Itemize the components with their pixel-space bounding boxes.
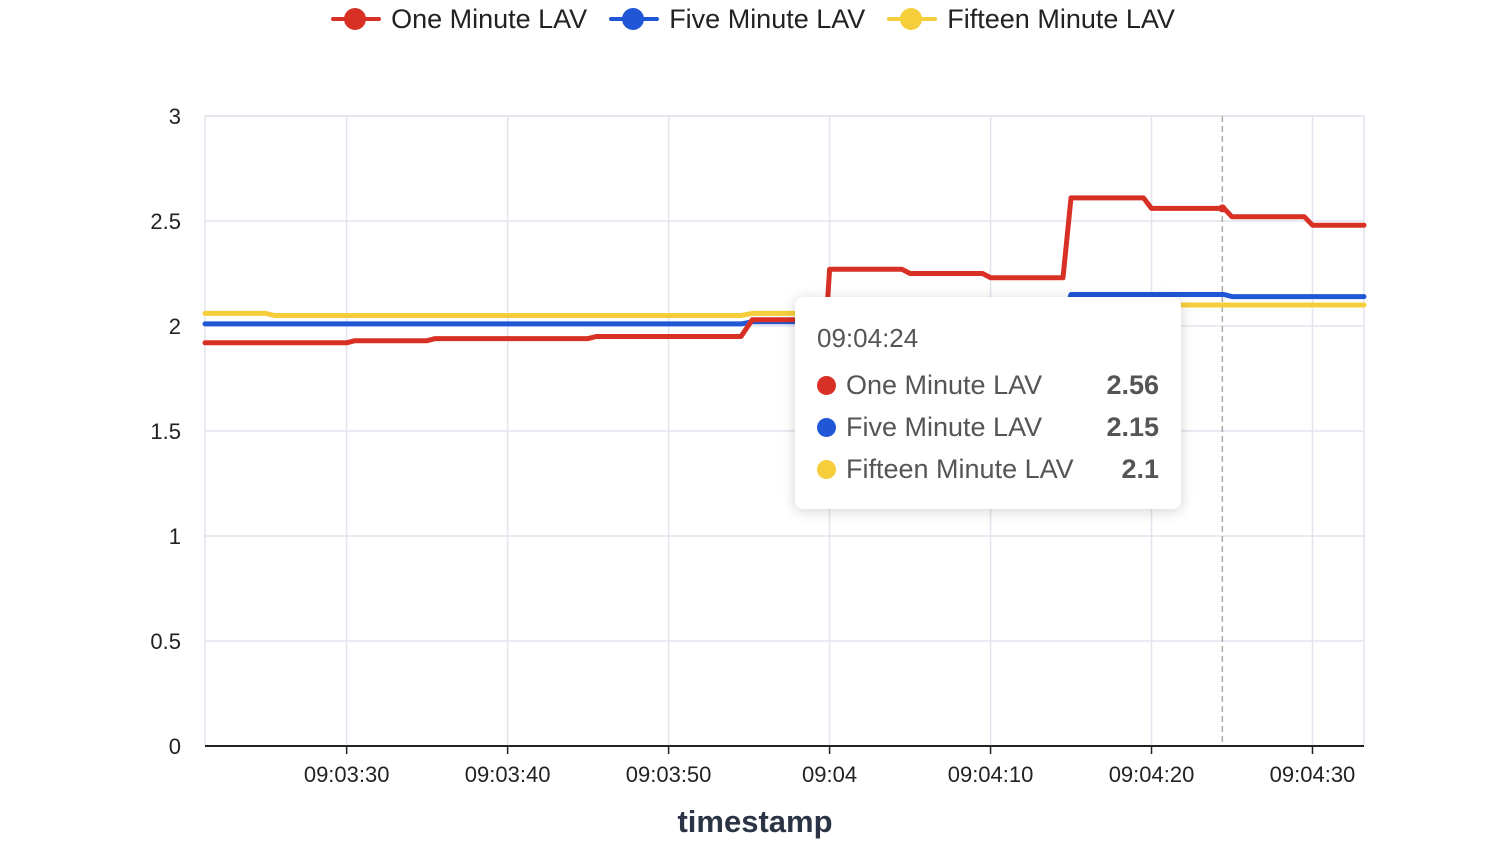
legend-label: Five Minute LAV xyxy=(669,3,866,34)
tooltip-row-five-minute: Five Minute LAV 2.15 xyxy=(817,406,1159,448)
legend-marker-icon xyxy=(609,2,660,36)
series-line-fifteen-minute-lav xyxy=(202,302,1367,318)
tooltip-series-value: 2.56 xyxy=(1106,369,1159,400)
x-tick-label: 09:03:50 xyxy=(626,762,712,787)
x-tick-label: 09:04:30 xyxy=(1270,762,1356,787)
tooltip-time: 09:04:24 xyxy=(817,323,919,353)
tooltip-series-value: 2.15 xyxy=(1106,411,1159,442)
chart-legend: One Minute LAV Five Minute LAV Fifteen M… xyxy=(0,2,1506,36)
y-tick-label: 2.5 xyxy=(150,209,181,234)
y-tick-label: 0 xyxy=(169,734,181,759)
legend-item-five-minute[interactable]: Five Minute LAV xyxy=(609,2,865,36)
legend-item-fifteen-minute[interactable]: Fifteen Minute LAV xyxy=(887,2,1175,36)
x-tick-label: 09:04 xyxy=(802,762,857,787)
tooltip-series-name: One Minute LAV xyxy=(846,369,1043,400)
y-tick-label: 3 xyxy=(169,104,181,129)
legend-marker-icon xyxy=(331,2,382,36)
x-tick-label: 09:04:20 xyxy=(1109,762,1195,787)
x-tick-label: 09:04:10 xyxy=(948,762,1034,787)
series-line-one-minute-lav xyxy=(202,195,1367,346)
x-axis-title: timestamp xyxy=(677,804,832,839)
tooltip-series-name: Fifteen Minute LAV xyxy=(846,453,1074,484)
y-tick-label: 1 xyxy=(169,524,181,549)
tooltip-series-name: Five Minute LAV xyxy=(846,411,1043,442)
series-dot-icon xyxy=(817,417,836,437)
series-dot-icon xyxy=(817,375,836,395)
legend-label: One Minute LAV xyxy=(391,3,588,34)
y-tick-label: 2 xyxy=(169,314,181,339)
hover-point xyxy=(1218,204,1227,213)
tooltip-series-value: 2.1 xyxy=(1121,453,1159,484)
chart-tooltip: 09:04:24 One Minute LAV 2.56 Five Minute… xyxy=(795,297,1181,509)
legend-label: Fifteen Minute LAV xyxy=(947,3,1175,34)
x-tick-label: 09:03:30 xyxy=(304,762,390,787)
legend-marker-icon xyxy=(887,2,938,36)
legend-item-one-minute[interactable]: One Minute LAV xyxy=(331,2,587,36)
tooltip-row-fifteen-minute: Fifteen Minute LAV 2.1 xyxy=(817,448,1159,490)
tooltip-row-one-minute: One Minute LAV 2.56 xyxy=(817,364,1159,406)
y-tick-label: 0.5 xyxy=(150,629,181,654)
x-tick-label: 09:03:40 xyxy=(465,762,551,787)
y-tick-label: 1.5 xyxy=(150,419,181,444)
series-dot-icon xyxy=(817,459,836,479)
